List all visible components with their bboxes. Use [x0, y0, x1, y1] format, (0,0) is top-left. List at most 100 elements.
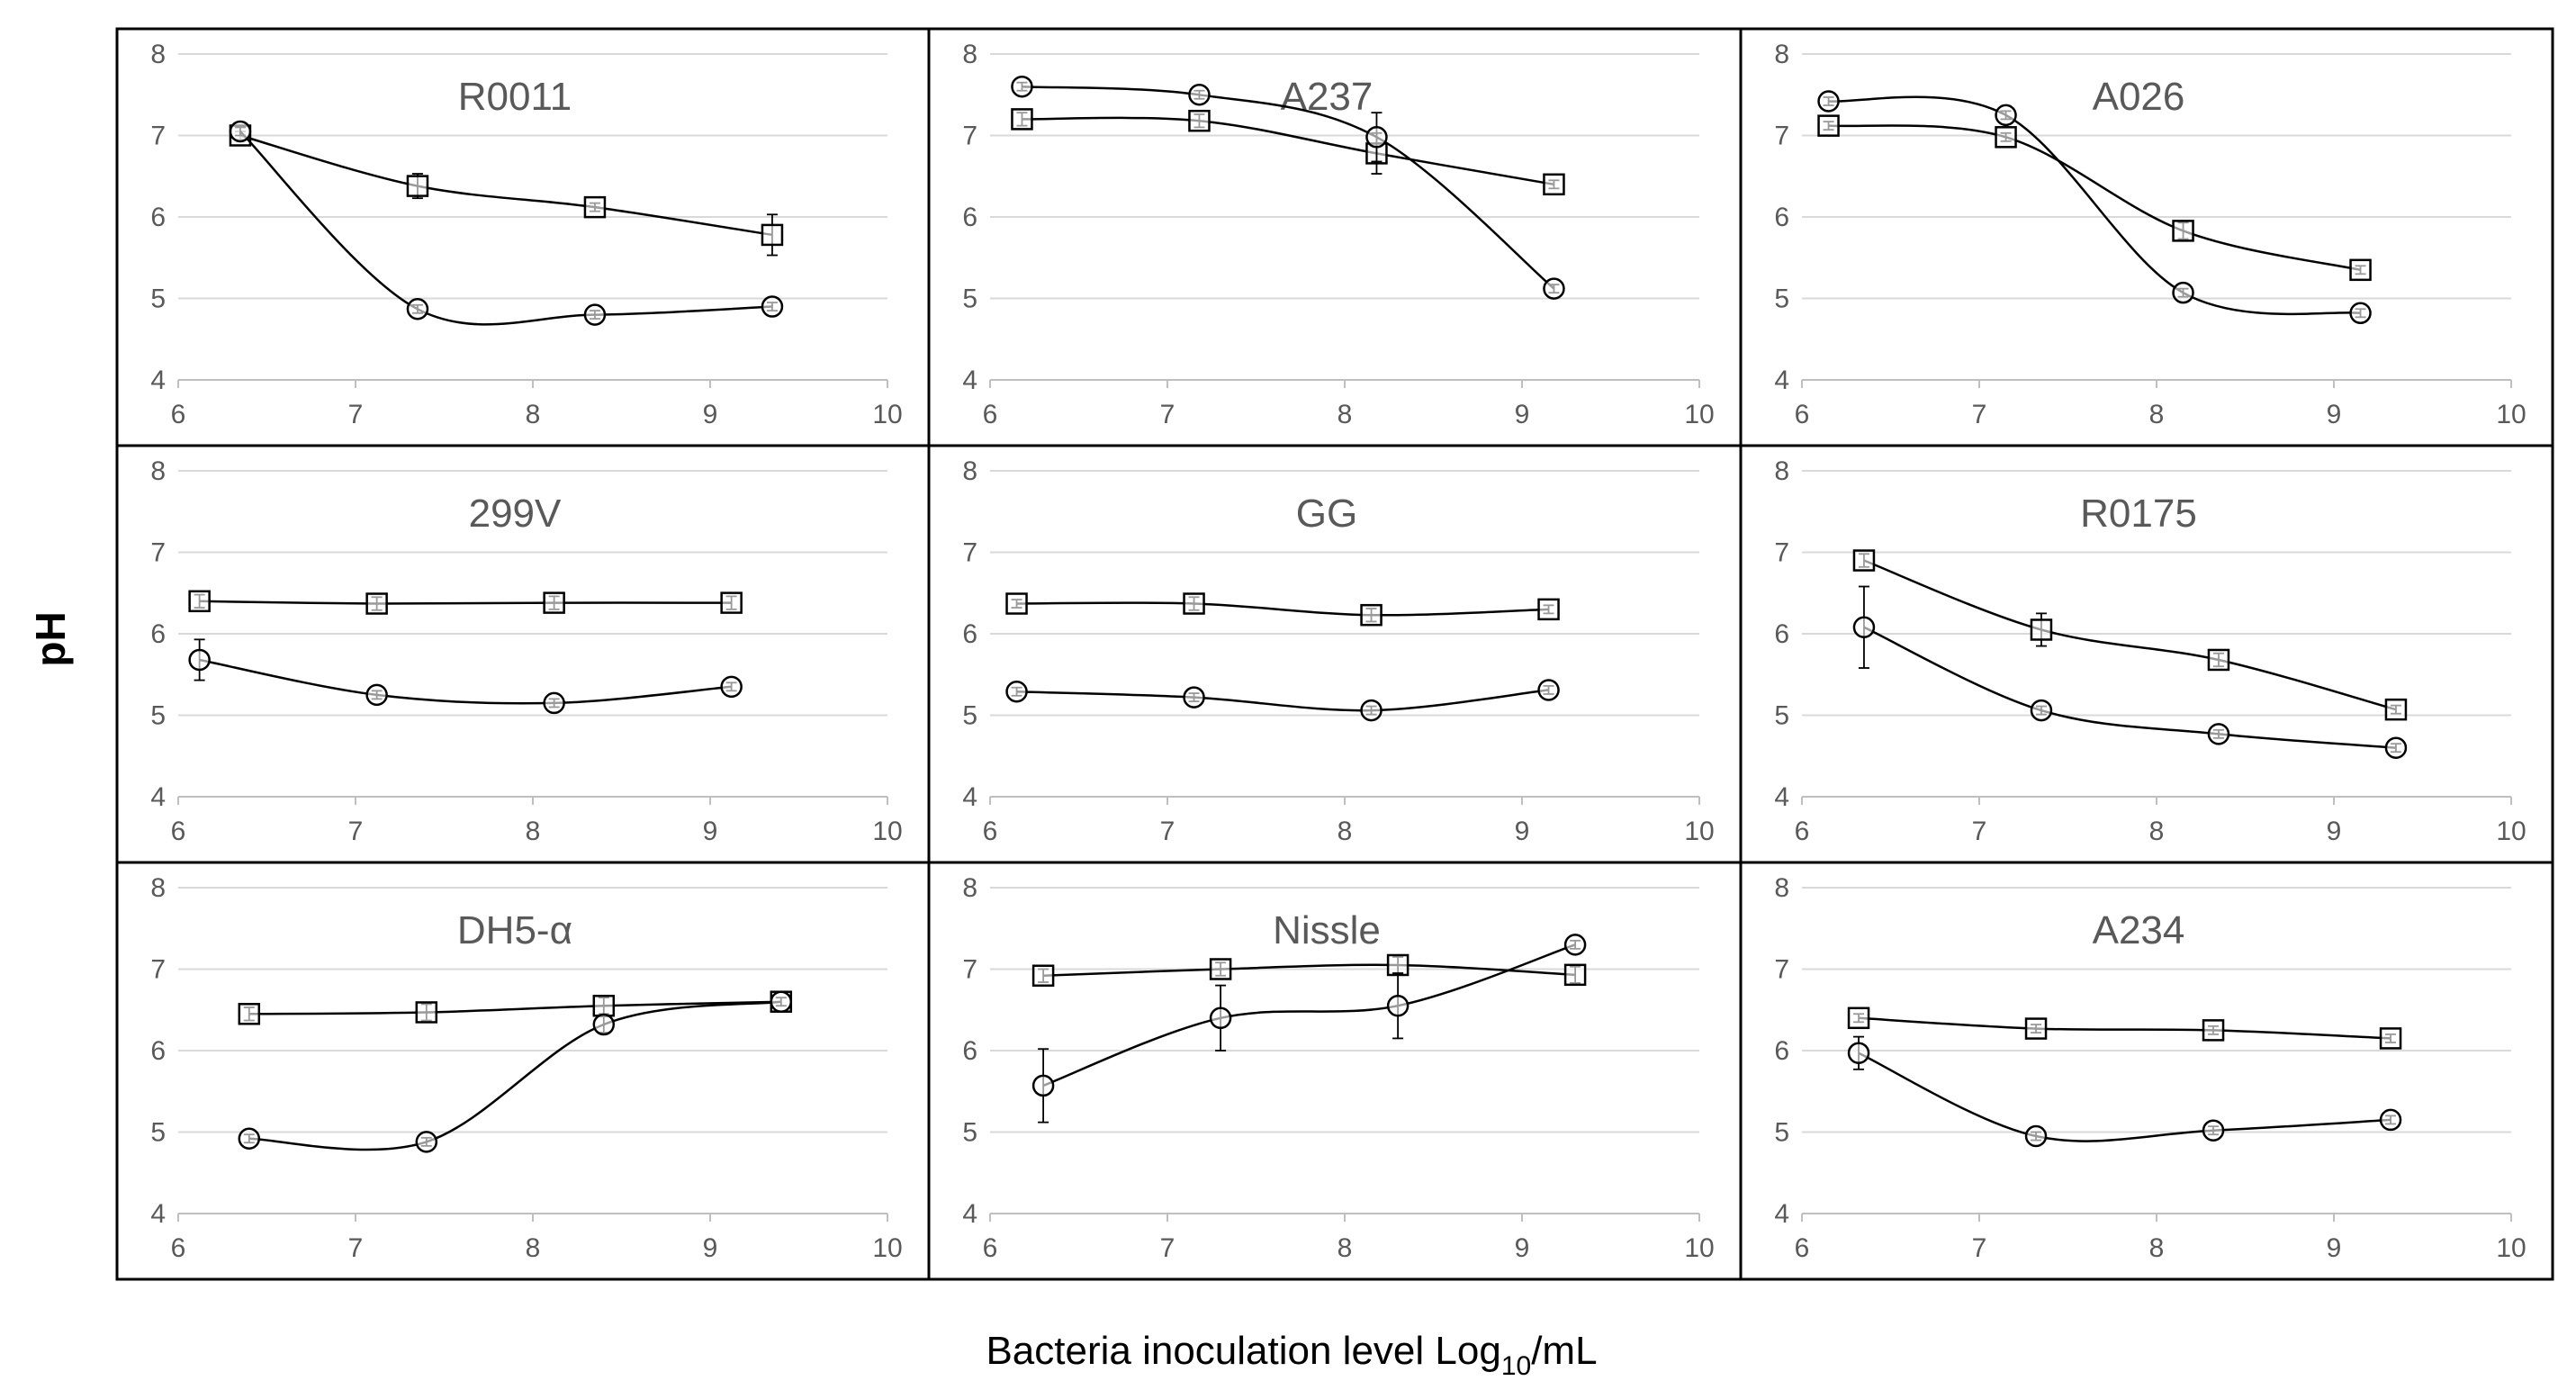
x-tick-label: 6	[1795, 817, 1810, 846]
chart-panel: 4 5 6 7 8 6 7 8 9 10 R0011	[115, 27, 931, 447]
x-tick-label: 8	[2149, 817, 2165, 846]
circle-marker	[1183, 686, 1205, 709]
series-line	[1016, 689, 1549, 712]
x-tick-label: 7	[348, 1233, 364, 1263]
square-marker	[2172, 220, 2194, 242]
circle-marker	[583, 303, 607, 326]
circle-marker	[1817, 90, 1840, 113]
chart-panel: 4 5 6 7 8 6 7 8 9 10 DH5-α	[115, 861, 931, 1281]
panel-title: DH5-α	[457, 908, 572, 952]
circle-marker	[770, 990, 793, 1013]
circle-marker	[1365, 126, 1388, 149]
y-tick-label: 5	[150, 1118, 166, 1148]
series-line	[1016, 601, 1549, 617]
square-marker	[1005, 592, 1028, 615]
y-tick-label: 6	[1774, 203, 1789, 232]
series-line	[1022, 116, 1554, 186]
y-tick-label: 4	[1774, 366, 1789, 395]
circle-marker	[2384, 736, 2408, 759]
series-line	[248, 1000, 781, 1015]
square-marker	[592, 994, 616, 1017]
y-tick-label: 4	[150, 366, 166, 395]
series-line	[1828, 124, 2361, 272]
x-axis-label: Bacteria inoculation level Log10/mL	[986, 1329, 1597, 1381]
panel-title: GG	[1296, 492, 1357, 536]
square-marker	[238, 1003, 261, 1025]
square-marker	[415, 1001, 438, 1024]
y-tick-label: 7	[150, 122, 166, 151]
chart-panel: 4 5 6 7 8 6 7 8 9 10 Nissle	[927, 861, 1743, 1281]
chart-panel: 4 5 6 7 8 6 7 8 9 10 299V	[115, 444, 931, 864]
y-tick-label: 8	[962, 456, 977, 486]
circle-marker	[188, 648, 211, 672]
square-marker	[1537, 598, 1560, 621]
x-tick-label: 6	[171, 817, 186, 846]
x-tick-label: 9	[1515, 1233, 1530, 1263]
circle-marker	[415, 1131, 438, 1153]
circle-marker	[2024, 1124, 2048, 1148]
x-tick-label: 6	[171, 1233, 186, 1263]
series-line	[199, 600, 732, 605]
y-tick-label: 8	[150, 456, 166, 486]
x-tick-label: 7	[1972, 400, 1987, 429]
y-tick-label: 5	[962, 1118, 977, 1148]
circle-marker	[1386, 994, 1410, 1017]
circle-marker	[406, 298, 429, 320]
square-marker	[1031, 964, 1055, 987]
x-tick-label: 9	[703, 400, 718, 429]
circle-marker	[2349, 302, 2372, 325]
x-tick-label: 6	[983, 400, 998, 429]
y-tick-label: 5	[1774, 1118, 1789, 1148]
panel-title: Nissle	[1273, 908, 1381, 952]
chart-panel: 4 5 6 7 8 6 7 8 9 10 A026	[1739, 27, 2554, 447]
square-marker	[406, 175, 429, 197]
y-tick-label: 6	[150, 203, 166, 232]
square-marker	[543, 591, 565, 614]
square-marker	[2030, 618, 2053, 641]
series-line	[1042, 943, 1576, 1088]
circle-marker	[592, 1013, 616, 1036]
y-tick-label: 8	[1774, 40, 1789, 69]
square-marker	[2207, 648, 2230, 672]
y-tick-label: 6	[150, 619, 166, 649]
square-marker	[2202, 1019, 2225, 1042]
panel-border	[1739, 861, 2554, 1281]
x-tick-label: 6	[983, 1233, 998, 1263]
x-tick-label: 10	[2496, 1233, 2526, 1263]
y-tick-label: 7	[150, 955, 166, 985]
circle-marker	[2207, 723, 2230, 745]
x-tick-label: 9	[703, 1233, 718, 1263]
circle-marker	[1031, 1074, 1055, 1097]
y-tick-label: 7	[962, 955, 977, 985]
panel-title: A234	[2093, 908, 2185, 952]
square-marker	[1011, 108, 1033, 131]
x-tick-label: 6	[1795, 400, 1810, 429]
x-tick-label: 6	[171, 400, 186, 429]
panel-title: A237	[1281, 75, 1374, 119]
series-line	[1858, 1016, 2391, 1040]
circle-marker	[2172, 281, 2194, 304]
circle-marker	[229, 120, 252, 143]
x-tick-label: 10	[1684, 400, 1714, 429]
y-tick-label: 6	[1774, 619, 1789, 649]
x-tick-label: 8	[526, 1233, 541, 1263]
x-tick-label: 10	[872, 400, 902, 429]
y-tick-label: 7	[962, 122, 977, 151]
square-marker	[2349, 258, 2372, 282]
y-tick-label: 6	[150, 1036, 166, 1066]
y-tick-label: 7	[1774, 538, 1789, 568]
x-tick-label: 10	[2496, 817, 2526, 846]
square-marker	[1852, 549, 1876, 572]
square-marker	[365, 592, 388, 615]
x-axis-label-suffix: /mL	[1531, 1329, 1597, 1373]
circle-marker	[1360, 699, 1383, 722]
x-tick-label: 9	[703, 817, 718, 846]
x-tick-label: 8	[526, 817, 541, 846]
panel-title: R0175	[2080, 492, 2197, 536]
chart-panel: 4 5 6 7 8 6 7 8 9 10 A237	[927, 27, 1743, 447]
x-tick-label: 9	[2327, 817, 2342, 846]
panel-title: R0011	[458, 75, 572, 119]
y-tick-label: 5	[1774, 701, 1789, 731]
